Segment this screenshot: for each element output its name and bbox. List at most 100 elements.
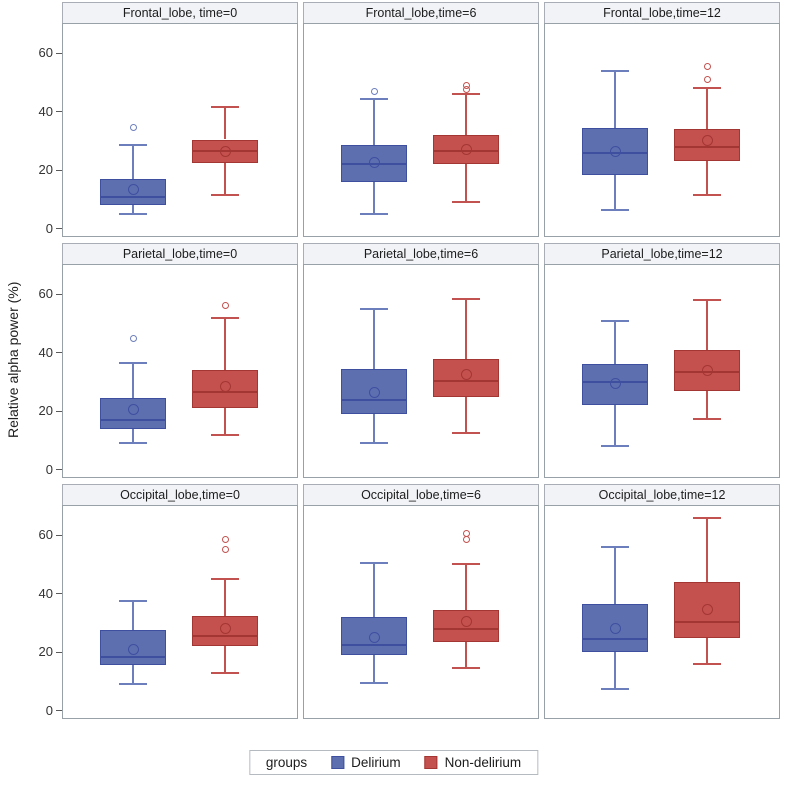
upper-whisker-cap: [211, 106, 239, 109]
lower-whisker-cap: [601, 208, 629, 211]
median-line: [192, 635, 258, 638]
upper-whisker: [465, 564, 467, 610]
panel-title: Occipital_lobe,time=0: [62, 484, 298, 506]
mean-marker: [127, 404, 139, 416]
lower-whisker-cap: [211, 194, 239, 197]
upper-whisker: [614, 546, 616, 604]
upper-whisker-cap: [693, 516, 721, 519]
upper-whisker: [706, 517, 708, 583]
mean-marker: [460, 369, 472, 381]
y-tick-label: 60: [38, 45, 53, 61]
y-tick-mark: [56, 169, 62, 171]
y-tick-label: 60: [38, 527, 53, 543]
upper-whisker: [224, 107, 226, 140]
median-line: [341, 398, 407, 401]
mean-marker: [460, 616, 472, 627]
y-tick-mark: [56, 228, 62, 230]
lower-whisker-cap: [693, 417, 721, 420]
y-tick-mark: [56, 651, 62, 653]
y-tick-label: 20: [38, 644, 53, 660]
legend-item-delirium: Delirium: [331, 755, 401, 770]
lower-whisker: [132, 205, 134, 215]
legend-item-label: Non-delirium: [444, 755, 522, 770]
panel-plot-area: [544, 505, 780, 719]
upper-whisker: [373, 98, 375, 146]
panel-frontal_lobe-time=12: Frontal_lobe,time=12: [544, 2, 780, 237]
upper-whisker-cap: [360, 97, 388, 100]
outlier-point: [221, 536, 229, 544]
mean-marker: [219, 623, 231, 635]
y-tick-label: 20: [38, 403, 53, 419]
upper-whisker-cap: [119, 144, 147, 147]
lower-whisker-cap: [360, 442, 388, 445]
upper-whisker: [373, 563, 375, 618]
box-non-delirium: [433, 135, 499, 165]
panel-title: Frontal_lobe,time=12: [544, 2, 780, 24]
lower-whisker: [224, 646, 226, 673]
mean-marker: [701, 135, 713, 147]
y-tick-mark: [56, 469, 62, 471]
upper-whisker-cap: [452, 297, 480, 300]
mean-marker: [368, 157, 380, 169]
panel-grid: Frontal_lobe, time=0 0 20 40 60 Frontal_lobe,…: [38, 2, 780, 719]
upper-whisker-cap: [601, 69, 629, 72]
upper-whisker-cap: [211, 316, 239, 319]
mean-marker: [701, 604, 713, 616]
upper-whisker-cap: [601, 545, 629, 548]
lower-whisker-cap: [119, 213, 147, 216]
lower-whisker: [373, 414, 375, 444]
lower-whisker-cap: [452, 667, 480, 670]
lower-whisker: [614, 652, 616, 689]
lower-whisker-cap: [601, 445, 629, 448]
mean-marker: [701, 364, 713, 376]
lower-whisker-cap: [211, 433, 239, 436]
outlier-point: [221, 546, 229, 554]
panel-title: Occipital_lobe,time=6: [303, 484, 539, 506]
y-tick-mark: [56, 352, 62, 354]
outlier-point: [370, 87, 378, 95]
panel-plot-area: [303, 23, 539, 237]
non-delirium-swatch-icon: [424, 756, 438, 769]
panel-title: Parietal_lobe,time=0: [62, 243, 298, 265]
lower-whisker: [465, 396, 467, 434]
upper-whisker-cap: [601, 319, 629, 322]
lower-whisker-cap: [360, 681, 388, 684]
lower-whisker-cap: [119, 683, 147, 686]
upper-whisker: [465, 298, 467, 359]
lower-whisker: [614, 174, 616, 210]
panel-title: Frontal_lobe, time=0: [62, 2, 298, 24]
legend: groups Delirium Non-delirium: [248, 750, 539, 775]
panel-plot-area: [544, 264, 780, 478]
lower-whisker-cap: [693, 194, 721, 197]
median-line: [100, 655, 166, 658]
panel-plot-area: 0 20 40 60: [39, 505, 298, 719]
y-tick-label: 20: [38, 162, 53, 178]
y-tick-label: 0: [45, 702, 53, 718]
upper-whisker: [132, 601, 134, 631]
box-non-delirium: [433, 358, 499, 397]
y-tick-label: 60: [38, 286, 53, 302]
lower-whisker-cap: [211, 671, 239, 674]
lower-whisker: [706, 637, 708, 664]
y-tick-mark: [56, 410, 62, 412]
legend-item-label: Delirium: [351, 755, 401, 770]
upper-whisker: [132, 362, 134, 399]
lower-whisker-cap: [360, 213, 388, 216]
mean-marker: [127, 183, 139, 195]
upper-whisker-cap: [452, 563, 480, 566]
y-tick-mark: [56, 293, 62, 295]
upper-whisker: [706, 300, 708, 350]
lower-whisker-cap: [601, 687, 629, 690]
upper-whisker: [224, 579, 226, 616]
delirium-swatch-icon: [331, 756, 345, 769]
upper-whisker-cap: [360, 562, 388, 565]
panel-parietal_lobe-time=0: Parietal_lobe,time=0 0 20 40 60: [39, 243, 298, 478]
panel-occipital_lobe-time=12: Occipital_lobe,time=12: [544, 484, 780, 719]
panel-title: Frontal_lobe,time=6: [303, 2, 539, 24]
panel-occipital_lobe-time=6: Occipital_lobe,time=6: [303, 484, 539, 719]
outlier-point: [462, 536, 470, 544]
upper-whisker: [465, 94, 467, 136]
y-tick-mark: [56, 111, 62, 113]
panel-occipital_lobe-time=0: Occipital_lobe,time=0 0 20 40 60: [39, 484, 298, 719]
